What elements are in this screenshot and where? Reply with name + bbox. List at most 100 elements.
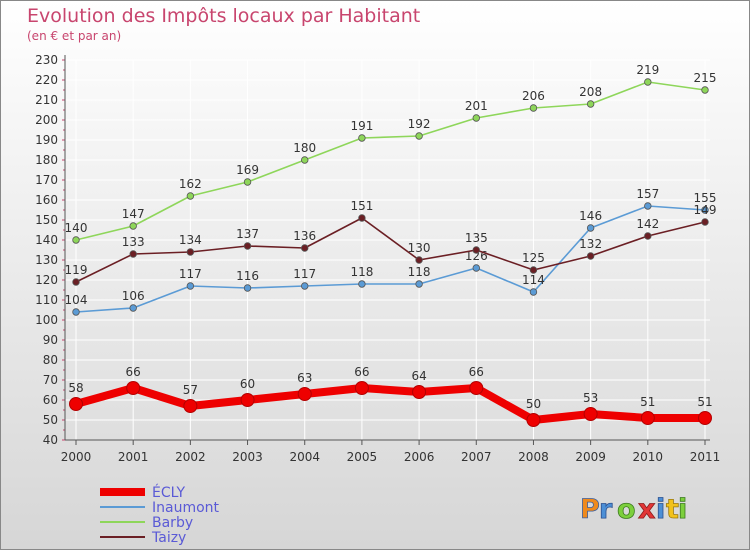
point-écly-2005 [354, 381, 369, 395]
point-taizy-2004 [301, 244, 309, 252]
x-tick-label-2002: 2002 [175, 450, 206, 464]
data-label-taizy-2005: 151 [350, 199, 373, 213]
data-label-inaumont-2003: 116 [236, 269, 259, 283]
logo-letter-x: x [638, 494, 655, 525]
point-barby-2006 [415, 132, 423, 140]
point-inaumont-2007 [472, 264, 480, 272]
y-tick-label-210: 210 [35, 93, 58, 107]
legend-label-inaumont: Inaumont [152, 500, 220, 516]
series-line-écly [72, 384, 709, 424]
point-taizy-2005 [358, 214, 366, 222]
series-barby: 140 147 162 169 180 191 192 201 206 208 219 215 [65, 63, 717, 244]
point-taizy-2006 [415, 256, 423, 264]
point-inaumont-2010 [644, 202, 652, 210]
y-tick-label-220: 220 [35, 73, 58, 87]
x-tick-label-2009: 2009 [575, 450, 606, 464]
point-inaumont-2003 [243, 284, 252, 292]
point-taizy-2002 [186, 248, 195, 256]
point-taizy-2009 [586, 252, 595, 260]
y-tick-label-160: 160 [35, 193, 58, 207]
data-label-inaumont-2002: 117 [179, 267, 202, 281]
chart-subtitle: (en € et par an) [27, 29, 121, 43]
point-inaumont-2002 [186, 282, 195, 290]
point-inaumont-2001 [129, 304, 137, 312]
series-line-barby [75, 81, 706, 241]
point-écly-2006 [412, 385, 427, 399]
y-tick-label-140: 140 [35, 233, 58, 247]
data-label-écly-2011: 51 [697, 395, 712, 409]
axis-layer: 4050607080901001101201301401501601701801… [35, 53, 720, 464]
point-taizy-2008 [529, 266, 538, 274]
y-tick-label-60: 60 [43, 393, 58, 407]
point-écly-2010 [640, 411, 655, 425]
point-inaumont-2009 [586, 224, 595, 232]
data-label-barby-2004: 180 [293, 141, 316, 155]
logo-letter-p: P [580, 494, 600, 525]
y-tick-label-80: 80 [43, 353, 58, 367]
data-label-taizy-2007: 135 [465, 231, 488, 245]
y-tick-label-190: 190 [35, 133, 58, 147]
y-tick-label-200: 200 [35, 113, 58, 127]
data-label-taizy-2009: 132 [579, 237, 602, 251]
data-label-inaumont-2001: 106 [122, 289, 145, 303]
data-label-barby-2002: 162 [179, 177, 202, 191]
point-écly-2011 [698, 411, 712, 425]
point-barby-2000 [72, 236, 80, 244]
data-label-barby-2011: 215 [694, 71, 717, 85]
y-tick-label-180: 180 [35, 153, 58, 167]
point-écly-2008 [526, 413, 541, 427]
logo-letter-t: t [666, 494, 679, 525]
point-barby-2009 [586, 100, 595, 108]
point-écly-2000 [69, 397, 83, 411]
series-taizy: 119 133 134 137 136 151 130 135 125 132 142 149 [65, 199, 716, 286]
logo-letter-o: o [617, 494, 636, 525]
data-label-taizy-2010: 142 [636, 217, 659, 231]
data-label-écly-2010: 51 [640, 395, 655, 409]
data-label-écly-2004: 63 [297, 371, 312, 385]
point-écly-2001 [126, 381, 141, 395]
point-écly-2002 [183, 399, 198, 413]
point-taizy-2000 [72, 278, 80, 286]
point-taizy-2011 [701, 218, 709, 226]
data-label-inaumont-2000: 104 [65, 293, 88, 307]
y-tick-label-170: 170 [35, 173, 58, 187]
point-écly-2007 [469, 381, 484, 395]
data-label-taizy-2006: 130 [408, 241, 431, 255]
data-label-taizy-2003: 137 [236, 227, 259, 241]
data-label-taizy-2001: 133 [122, 235, 145, 249]
x-tick-label-2008: 2008 [518, 450, 549, 464]
point-barby-2007 [472, 114, 480, 122]
data-label-inaumont-2011: 155 [694, 191, 717, 205]
data-label-inaumont-2009: 146 [579, 209, 602, 223]
x-tick-label-2005: 2005 [347, 450, 378, 464]
data-label-barby-2008: 206 [522, 89, 545, 103]
x-tick-label-2000: 2000 [61, 450, 92, 464]
point-écly-2004 [297, 387, 312, 401]
logo-letter-r: r [599, 494, 613, 525]
data-label-écly-2009: 53 [583, 391, 598, 405]
y-tick-label-40: 40 [43, 433, 58, 447]
y-tick-label-150: 150 [35, 213, 58, 227]
point-taizy-2010 [644, 232, 652, 240]
data-label-écly-2000: 58 [68, 381, 83, 395]
logo-letter-i2: i [678, 494, 687, 525]
data-label-barby-2009: 208 [579, 85, 602, 99]
point-inaumont-2005 [358, 280, 366, 288]
data-label-barby-2000: 140 [65, 221, 88, 235]
point-écly-2009 [583, 407, 598, 421]
logo-letter-i: i [656, 494, 665, 525]
point-taizy-2007 [472, 246, 480, 254]
y-tick-label-130: 130 [35, 253, 58, 267]
data-label-taizy-2004: 136 [293, 229, 316, 243]
x-tick-label-2011: 2011 [690, 450, 721, 464]
data-label-inaumont-2005: 118 [350, 265, 373, 279]
point-taizy-2003 [243, 242, 252, 250]
legend-label-écly: ÉCLY [152, 484, 186, 501]
data-label-inaumont-2010: 157 [636, 187, 659, 201]
y-tick-label-100: 100 [35, 313, 58, 327]
data-label-écly-2003: 60 [240, 377, 255, 391]
x-tick-label-2006: 2006 [404, 450, 435, 464]
